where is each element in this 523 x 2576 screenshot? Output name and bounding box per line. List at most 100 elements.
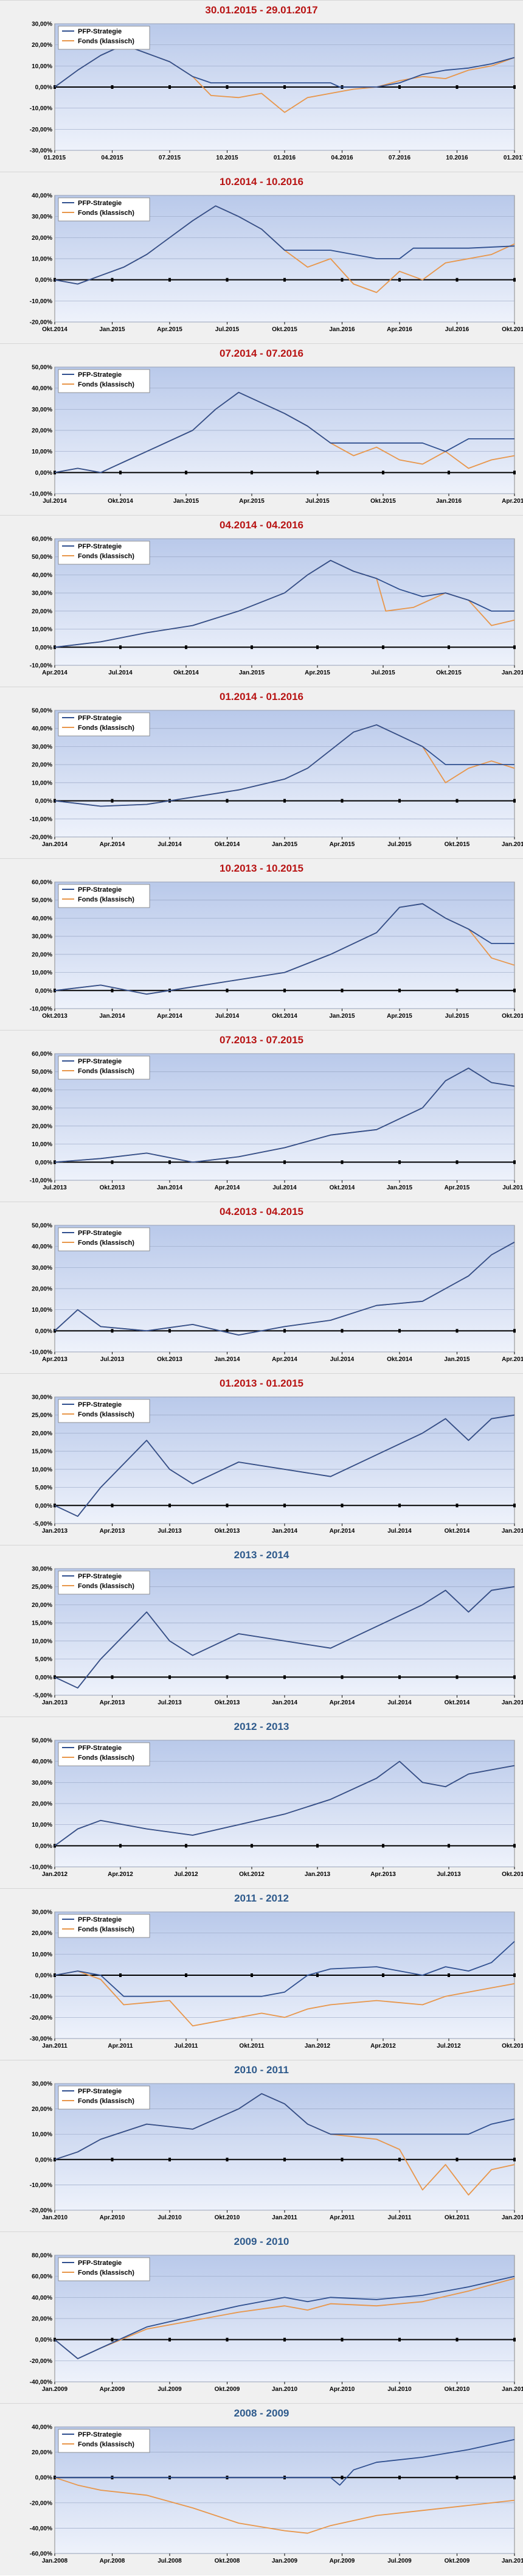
legend-box [58,2429,150,2453]
legend-label: PFP-Strategie [78,543,122,550]
x-tick-label: Okt.2011 [445,2214,470,2221]
y-tick-label: -10,00% [30,491,52,498]
x-tick-label: Okt.2015 [272,326,297,333]
legend-box [58,1399,150,1423]
zero-marker [513,1329,516,1333]
legend-box [58,2085,150,2110]
zero-marker [283,2337,286,2342]
y-tick-label: 20,00% [32,428,52,435]
zero-marker [185,1973,187,1977]
y-tick-label: 0,00% [35,85,52,91]
y-tick-label: 50,00% [32,708,52,715]
zero-marker [341,989,344,993]
y-tick-label: -10,00% [30,663,52,670]
x-tick-label: Jan.2014 [42,841,68,848]
y-tick-label: -20,00% [30,2208,52,2214]
chart-title: 30.01.2015 - 29.01.2017 [205,4,318,16]
legend-label: Fonds (klassisch) [78,1411,134,1418]
y-tick-label: 10,00% [32,1466,52,1473]
y-tick-label: 20,00% [32,2106,52,2113]
x-tick-label: Jan.2011 [42,2043,68,2049]
x-tick-label: Jul.2014 [108,670,133,676]
y-tick-label: 20,00% [32,235,52,242]
x-tick-label: Okt.2013 [502,1871,523,1878]
zero-marker [226,1160,229,1164]
y-tick-label: 10,00% [32,1951,52,1958]
y-tick-label: 60,00% [32,2273,52,2280]
zero-marker [341,2157,344,2161]
x-tick-label: Jan.2008 [42,2558,68,2564]
chart-svg: 40,00%20,00%0,00%-20,00%-40,00%-60,00%Ja… [30,2424,523,2565]
y-tick-label: 0,00% [35,1973,52,1979]
y-tick-label: -5,00% [33,1521,52,1528]
zero-marker [283,1503,286,1508]
chart-title: 2013 - 2014 [234,1549,289,1561]
y-tick-label: 15,00% [32,1449,52,1455]
y-tick-label: 50,00% [32,897,52,904]
y-tick-label: -20,00% [30,2015,52,2021]
chart-svg: 30,00% 25,00% 20,00% 15,00% 10,00% 5,00% 0,00%… [32,1395,523,1535]
x-tick-label: Jan.2014 [214,1356,240,1363]
x-tick-label: Jul.2015 [305,498,330,505]
chart-panel: 01.2013 - 01.2015 30,00% 25,00% 20,00% 15,00… [0,1373,523,1545]
x-tick-label: Okt.2014 [173,670,199,676]
y-tick-label: 5,00% [35,1656,52,1663]
x-tick-label: Jan.2015 [502,1699,523,1706]
chart-title: 10.2013 - 10.2015 [219,863,303,874]
x-tick-label: 01.2015 [44,155,66,161]
legend-label: PFP-Strategie [78,28,122,35]
legend: PFP-Strategie Fonds (klassisch) [58,712,150,737]
zero-marker [119,1844,122,1848]
y-tick-label: 30,00% [32,1780,52,1787]
legend-label: Fonds (klassisch) [78,381,134,388]
legend-box [58,1570,150,1595]
y-tick-label: 40,00% [32,1087,52,1094]
x-tick-label: Jul.2013 [158,1528,182,1535]
zero-marker [54,2337,56,2342]
series-line-strategy [55,2438,515,2486]
zero-marker [54,799,56,803]
chart-svg: 30,00%20,00%10,00%0,00%-10,00%-20,00%Jan… [30,2081,523,2222]
y-tick-label: 40,00% [32,726,52,732]
legend-box [58,197,150,222]
y-tick-label: 20,00% [32,1930,52,1937]
chart-title: 07.2013 - 07.2015 [219,1034,303,1046]
x-tick-label: Okt.2013 [215,1528,240,1535]
y-tick-label: 30,00% [32,214,52,220]
legend: PFP-Strategie Fonds (klassisch) [58,26,150,50]
legend: PFP-Strategie Fonds (klassisch) [58,1570,150,1595]
zero-marker [226,1329,229,1333]
zero-marker [341,1160,344,1164]
x-tick-label: Jan.2014 [157,1185,183,1191]
zero-marker [283,1329,286,1333]
x-tick-label: Jul.2014 [387,1699,412,1706]
y-tick-label: 30,00% [32,1265,52,1272]
x-tick-label: Jul.2009 [387,2558,412,2564]
x-tick-label: Apr.2015 [157,326,182,333]
chart-svg: 30,00% 25,00% 20,00% 15,00% 10,00% 5,00% 0,00%… [32,1566,523,1707]
y-tick-label: 0,00% [35,470,52,477]
zero-marker [455,1503,459,1508]
zero-marker [168,278,171,282]
chart-title: 04.2014 - 04.2016 [219,519,303,531]
zero-marker [111,1675,114,1679]
zero-marker [513,2337,516,2342]
legend-label: PFP-Strategie [78,1401,122,1409]
x-tick-label: Jan.2010 [42,2214,68,2221]
x-tick-label: Okt.2014 [445,1528,470,1535]
x-tick-label: Apr.2011 [108,2043,133,2049]
y-tick-label: -20,00% [30,2358,52,2365]
chart-title: 01.2014 - 01.2016 [219,691,303,702]
zero-marker [398,2157,401,2161]
x-tick-label: Apr.2015 [330,841,355,848]
x-tick-label: Apr.2014 [100,841,125,848]
y-tick-label: 20,00% [32,42,52,49]
y-tick-label: -10,00% [30,1349,52,1356]
zero-marker [455,278,459,282]
zero-marker [382,1844,384,1848]
zero-marker [111,989,114,993]
series-line-strategy [54,1414,515,1517]
x-tick-label: Jul.2014 [330,1356,355,1363]
zero-marker [382,645,384,649]
x-tick-label: Jul.2011 [388,2214,412,2221]
